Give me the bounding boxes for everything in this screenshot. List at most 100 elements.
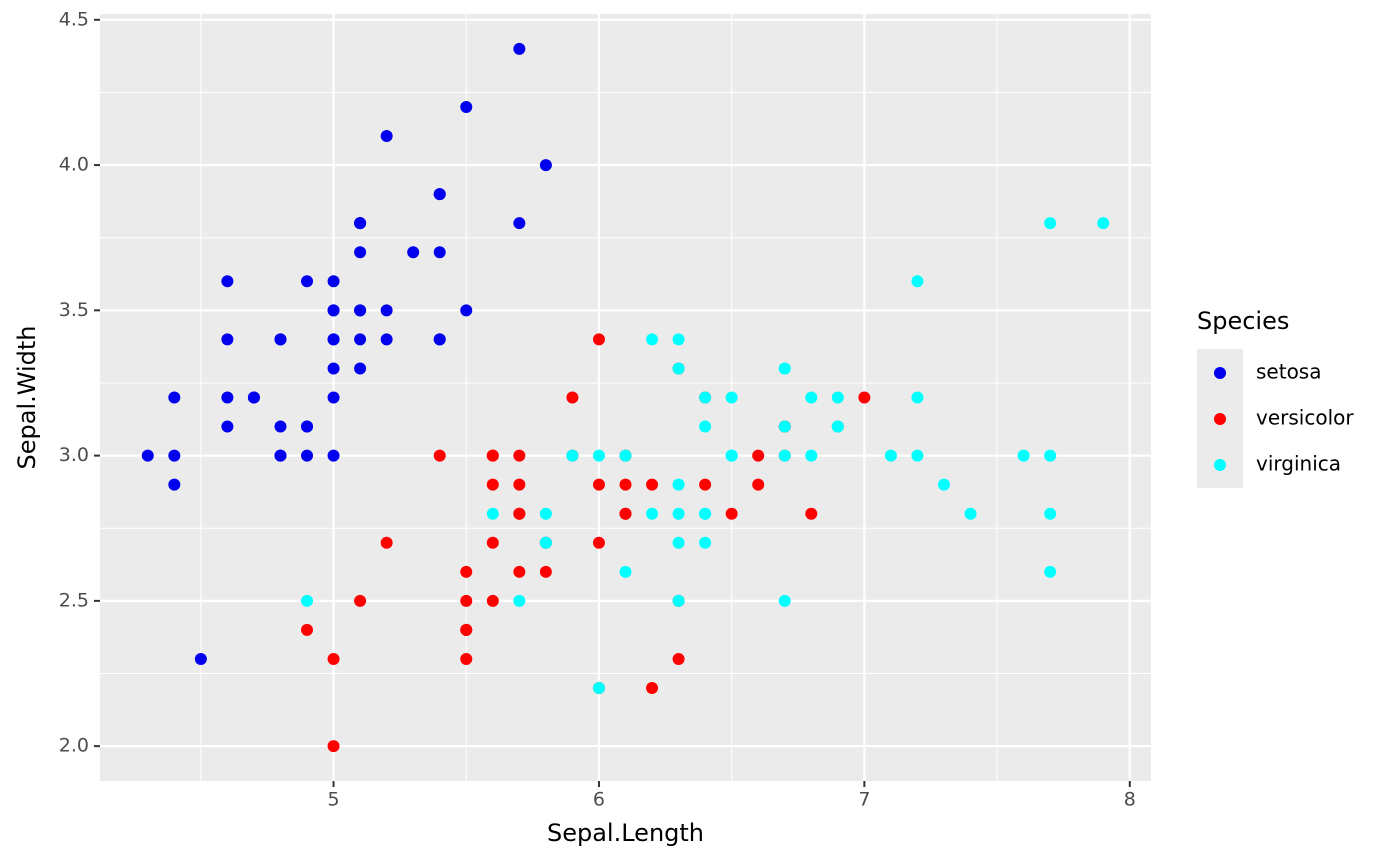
point bbox=[831, 391, 844, 404]
legend: setosa versicolor virginica bbox=[1197, 349, 1354, 488]
point bbox=[460, 652, 473, 665]
point bbox=[460, 100, 473, 113]
x-tick-label: 8 bbox=[1124, 789, 1136, 811]
point bbox=[354, 362, 367, 375]
point bbox=[672, 507, 685, 520]
point bbox=[513, 449, 526, 462]
point bbox=[354, 333, 367, 346]
legend-label: versicolor bbox=[1256, 406, 1354, 430]
y-tick-label: 2.0 bbox=[59, 735, 89, 757]
point bbox=[699, 391, 712, 404]
point bbox=[619, 507, 632, 520]
point bbox=[327, 652, 340, 665]
point bbox=[592, 449, 605, 462]
panel bbox=[100, 14, 1151, 781]
point bbox=[327, 275, 340, 288]
point bbox=[699, 420, 712, 433]
point bbox=[354, 304, 367, 317]
point bbox=[778, 449, 791, 462]
point bbox=[725, 507, 738, 520]
point bbox=[168, 391, 181, 404]
point bbox=[301, 623, 314, 636]
legend-label: virginica bbox=[1256, 452, 1341, 476]
point bbox=[486, 594, 499, 607]
point bbox=[274, 420, 287, 433]
point bbox=[646, 478, 659, 491]
point bbox=[911, 449, 924, 462]
point bbox=[460, 565, 473, 578]
legend-title: Species bbox=[1197, 307, 1289, 335]
point bbox=[884, 449, 897, 462]
point bbox=[1044, 565, 1057, 578]
point bbox=[380, 130, 393, 143]
point bbox=[274, 449, 287, 462]
point bbox=[354, 246, 367, 259]
point bbox=[380, 333, 393, 346]
point bbox=[964, 507, 977, 520]
x-tick-label: 7 bbox=[858, 789, 870, 811]
point bbox=[911, 391, 924, 404]
point bbox=[141, 449, 154, 462]
point bbox=[911, 275, 924, 288]
point bbox=[592, 536, 605, 549]
point bbox=[672, 478, 685, 491]
point bbox=[460, 623, 473, 636]
point bbox=[805, 507, 818, 520]
point bbox=[327, 333, 340, 346]
y-tick-label: 2.5 bbox=[59, 589, 89, 611]
point bbox=[672, 536, 685, 549]
point bbox=[646, 507, 659, 520]
legend-key bbox=[1214, 413, 1226, 425]
y-tick-label: 3.5 bbox=[59, 299, 89, 321]
point bbox=[699, 507, 712, 520]
point bbox=[778, 362, 791, 375]
point bbox=[1044, 449, 1057, 462]
point bbox=[327, 391, 340, 404]
legend-key bbox=[1214, 459, 1226, 471]
point bbox=[619, 565, 632, 578]
point bbox=[937, 478, 950, 491]
y-tick-label: 3.0 bbox=[59, 444, 89, 466]
point bbox=[725, 391, 738, 404]
point bbox=[672, 362, 685, 375]
point bbox=[778, 420, 791, 433]
point bbox=[513, 217, 526, 230]
point bbox=[168, 478, 181, 491]
point bbox=[513, 42, 526, 55]
point bbox=[513, 594, 526, 607]
point bbox=[539, 507, 552, 520]
point bbox=[486, 449, 499, 462]
point bbox=[380, 304, 393, 317]
point bbox=[539, 159, 552, 172]
point bbox=[221, 420, 234, 433]
point bbox=[327, 304, 340, 317]
point bbox=[327, 449, 340, 462]
point bbox=[831, 420, 844, 433]
point bbox=[460, 594, 473, 607]
point bbox=[460, 304, 473, 317]
point bbox=[301, 449, 314, 462]
point bbox=[752, 449, 765, 462]
point bbox=[513, 565, 526, 578]
point bbox=[699, 478, 712, 491]
point bbox=[646, 333, 659, 346]
point bbox=[725, 449, 738, 462]
point bbox=[592, 333, 605, 346]
point bbox=[592, 478, 605, 491]
point bbox=[486, 478, 499, 491]
point bbox=[539, 536, 552, 549]
legend-label: setosa bbox=[1256, 360, 1321, 384]
x-tick-label: 5 bbox=[328, 789, 340, 811]
point bbox=[619, 449, 632, 462]
point bbox=[486, 507, 499, 520]
point bbox=[778, 594, 791, 607]
x-tick-label: 6 bbox=[593, 789, 605, 811]
point bbox=[221, 333, 234, 346]
point bbox=[407, 246, 420, 259]
point bbox=[752, 478, 765, 491]
point bbox=[513, 478, 526, 491]
point bbox=[301, 275, 314, 288]
point bbox=[486, 536, 499, 549]
